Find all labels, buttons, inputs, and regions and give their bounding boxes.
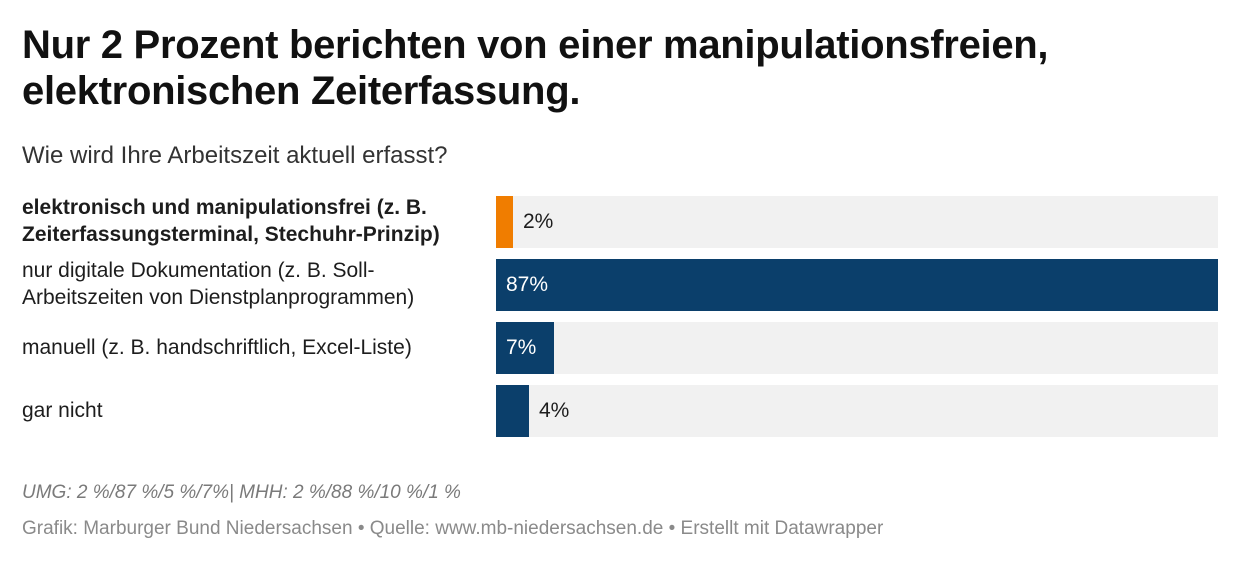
category-label: gar nicht — [22, 398, 103, 422]
bar — [496, 385, 529, 437]
footnote: UMG: 2 %/87 %/5 %/7%| MHH: 2 %/88 %/10 %… — [22, 482, 461, 503]
bar-track: 7% — [496, 322, 1218, 374]
bar-row: nur digitale Dokumentation (z. B. Soll-A… — [0, 257, 1240, 311]
bar-row: gar nicht 4% — [0, 383, 1240, 437]
bar-row: manuell (z. B. handschriftlich, Excel-Li… — [0, 320, 1240, 374]
bar-track: 87% — [496, 259, 1218, 311]
category-label: manuell (z. B. handschriftlich, Excel-Li… — [22, 335, 412, 359]
category-label: nur digitale Dokumentation (z. B. Soll-A… — [22, 259, 415, 309]
bar-track: 2% — [496, 196, 1218, 248]
value-label: 87% — [506, 273, 549, 296]
value-label: 4% — [539, 399, 570, 422]
bar — [496, 322, 554, 374]
bar — [496, 196, 513, 248]
category-label: elektronisch und manipulationsfrei (z. B… — [22, 196, 440, 246]
bar-track: 4% — [496, 385, 1218, 437]
value-label: 7% — [506, 336, 537, 359]
bar-row: elektronisch und manipulationsfrei (z. B… — [0, 194, 1240, 248]
chart-subtitle: Wie wird Ihre Arbeitszeit aktuell erfass… — [22, 142, 448, 169]
chart-title: Nur 2 Prozent berichten von einer manipu… — [22, 23, 1049, 113]
bar-chart: elektronisch und manipulationsfrei (z. B… — [0, 194, 1240, 444]
bar — [496, 259, 1218, 311]
value-label: 2% — [523, 210, 554, 233]
source-line: Grafik: Marburger Bund Niedersachsen • Q… — [22, 518, 884, 539]
